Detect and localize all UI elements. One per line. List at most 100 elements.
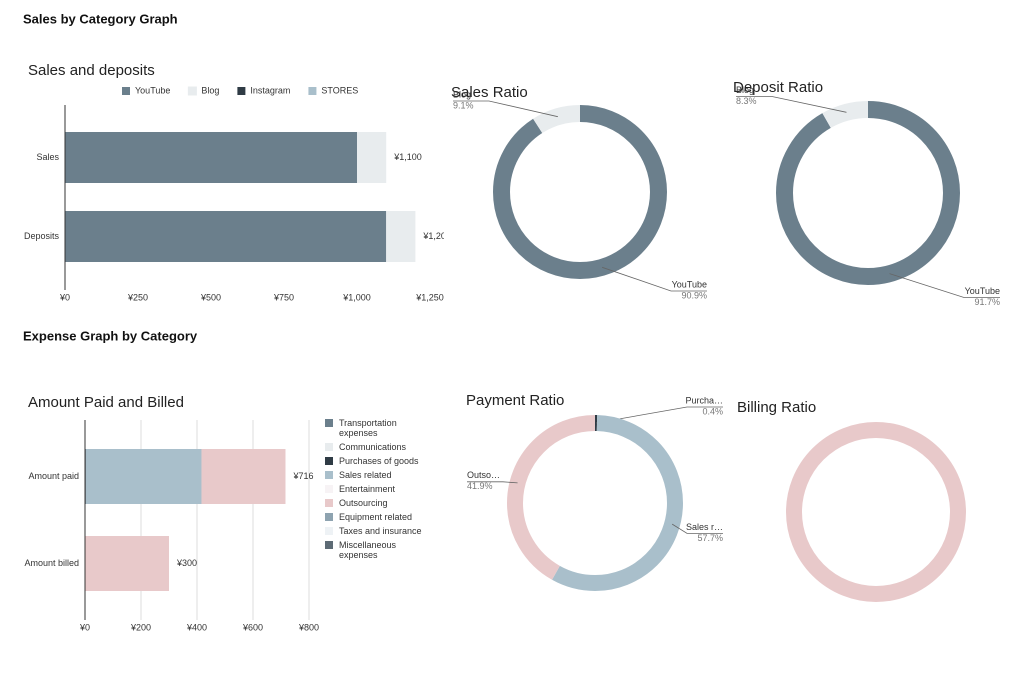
legend-item: Purchases of goods (325, 456, 425, 466)
x-tick-label: ¥0 (79, 622, 90, 632)
total-label: ¥716 (292, 471, 313, 481)
slice-label: YouTube (965, 286, 1000, 296)
bar-segment (65, 211, 387, 262)
legend-swatch (308, 87, 317, 95)
legend-swatch (237, 87, 246, 95)
bar-segment (357, 132, 387, 183)
bar-segment (85, 536, 169, 591)
slice-value-label: 57.7% (697, 533, 723, 543)
legend-label: Purchases of goods (339, 456, 419, 466)
legend-label: Transportation expenses (339, 418, 397, 438)
chart-title: Billing Ratio (737, 399, 816, 416)
chart-title: Amount Paid and Billed (28, 394, 184, 411)
bar-segment (65, 132, 357, 183)
legend-item: Taxes and insurance (325, 526, 425, 536)
slice-label: Sales r… (686, 522, 723, 532)
slice-label: Blog (453, 89, 471, 99)
bar-segment (85, 449, 202, 504)
x-tick-label: ¥1,000 (342, 292, 371, 302)
legend-swatch (325, 457, 333, 465)
legend-label: Communications (339, 442, 407, 452)
x-tick-label: ¥800 (298, 622, 319, 632)
x-tick-label: ¥250 (127, 292, 148, 302)
leader-line (671, 523, 723, 534)
legend-label: STORES (321, 85, 358, 95)
x-tick-label: ¥200 (130, 622, 151, 632)
legend-label: Blog (201, 85, 219, 95)
x-tick-label: ¥1,250 (415, 292, 444, 302)
legend-label: Miscellaneous expenses (339, 540, 397, 560)
section-heading: Sales by Category Graph (23, 11, 178, 26)
donut-slice (507, 415, 683, 591)
legend-swatch (325, 443, 333, 451)
bar-segment (386, 211, 416, 262)
category-label: Sales (36, 152, 59, 162)
slice-value-label: 9.1% (453, 100, 474, 110)
legend-label: Instagram (250, 85, 290, 95)
legend: Transportation expenses Communications Pur… (325, 418, 425, 564)
slice-label: Outso… (467, 470, 500, 480)
legend-swatch (325, 499, 333, 507)
donut-slice (493, 105, 667, 279)
legend-swatch (325, 485, 333, 493)
donut-slice (776, 101, 960, 285)
leader-line (602, 266, 707, 292)
legend-swatch (122, 87, 130, 95)
category-label: Amount paid (28, 471, 79, 481)
legend-label: Equipment related (339, 512, 413, 522)
donut-slice (507, 415, 683, 591)
legend-item: Sales related (325, 470, 425, 480)
x-tick-label: ¥500 (200, 292, 221, 302)
slice-value-label: 41.9% (467, 481, 493, 491)
legend-item: Communications (325, 442, 425, 452)
slice-value-label: 8.3% (736, 96, 757, 106)
legend-item: Outsourcing (325, 498, 425, 508)
bar-segment (201, 449, 286, 504)
legend-label: Taxes and insurance (339, 526, 422, 536)
legend-swatch (325, 527, 333, 535)
slice-value-label: 91.7% (974, 297, 1000, 307)
x-tick-label: ¥750 (273, 292, 294, 302)
donut-slice (493, 105, 667, 279)
leader-line (889, 273, 1000, 298)
leader-line (736, 96, 847, 113)
legend-item: Entertainment (325, 484, 425, 494)
legend-swatch (325, 541, 333, 549)
leader-line (595, 406, 723, 424)
legend-swatch (325, 471, 333, 479)
category-label: Amount billed (24, 558, 79, 568)
legend-swatch (325, 419, 333, 427)
slice-label: Blog (736, 85, 754, 95)
total-label: ¥1,100 (393, 152, 422, 162)
donut-slice (776, 101, 960, 285)
slice-value-label: 90.9% (681, 290, 707, 300)
category-label: Deposits (24, 231, 60, 241)
legend-label: Sales related (339, 470, 392, 480)
section-heading: Expense Graph by Category (23, 328, 198, 343)
slice-value-label: 0.4% (702, 406, 723, 416)
legend-swatch (187, 86, 197, 96)
chart-title: Deposit Ratio (733, 79, 823, 96)
leader-line (467, 481, 518, 484)
total-label: ¥300 (176, 558, 197, 568)
plot: ¥716 ¥300 (84, 420, 314, 620)
x-tick-label: ¥400 (186, 622, 207, 632)
chart-title: Payment Ratio (466, 392, 564, 409)
legend-label: YouTube (135, 85, 170, 95)
chart-title: Sales and deposits (28, 62, 155, 79)
x-tick-label: ¥0 (59, 292, 70, 302)
plot: ¥1,100 ¥1,200 (65, 132, 451, 262)
total-label: ¥1,200 (422, 231, 451, 241)
legend-swatch (325, 513, 333, 521)
donut-slice (786, 422, 966, 602)
leader-line (453, 100, 558, 118)
chart-title: Sales Ratio (451, 84, 528, 101)
x-tick-label: ¥600 (242, 622, 263, 632)
legend-label: Entertainment (339, 484, 396, 494)
legend-item: Equipment related (325, 512, 425, 522)
legend-item: Transportation expenses (325, 418, 425, 438)
legend-label: Outsourcing (339, 498, 388, 508)
legend-item: Miscellaneous expenses (325, 540, 425, 560)
